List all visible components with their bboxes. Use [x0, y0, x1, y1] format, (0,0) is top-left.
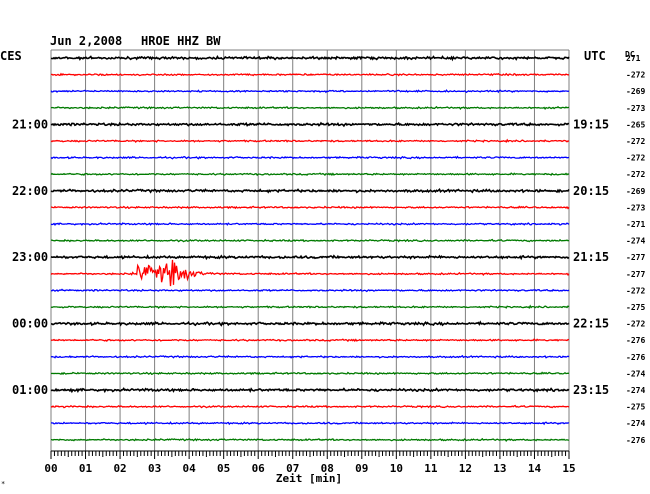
corner-marker: * — [1, 480, 6, 488]
x-tick-label: 02 — [113, 462, 126, 475]
x-tick-label: 05 — [217, 462, 230, 475]
right-hour-label: 22:15 — [573, 317, 609, 331]
station-label: HROE HHZ BW — [141, 34, 221, 48]
dc-offset-label: 271 — [626, 54, 641, 63]
trace-row-17 — [50, 338, 570, 343]
row-labels: 21:00 22:00 23:00 00:00 01:00 19:15 20:15 21:15… — [12, 54, 645, 445]
left-hour-label: 23:00 — [12, 250, 48, 264]
x-tick-label: 06 — [252, 462, 266, 475]
trace-row-14 — [50, 288, 570, 293]
dc-offset-label: -273 — [626, 104, 645, 113]
x-tick-label: 07 — [286, 462, 299, 475]
trace-row-1 — [50, 72, 569, 77]
dc-offset-label: -272 — [626, 154, 645, 163]
trace-row-4 — [50, 121, 570, 128]
trace-row-6 — [50, 155, 570, 160]
trace-row-22 — [50, 421, 570, 426]
right-hour-label: 20:15 — [573, 184, 609, 198]
left-hour-label: 22:00 — [12, 184, 48, 198]
right-hour-label: 19:15 — [573, 117, 609, 131]
dc-offset-label: -269 — [626, 187, 645, 196]
x-tick-label: 13 — [493, 462, 506, 475]
trace-row-16 — [51, 320, 570, 327]
date-label: Jun 2,2008 — [50, 34, 122, 48]
trace-row-18 — [50, 354, 570, 359]
x-tick-label: 01 — [79, 462, 93, 475]
dc-offset-label: -272 — [626, 71, 645, 80]
trace-row-23 — [50, 437, 569, 442]
right-hour-label: 23:15 — [573, 383, 609, 397]
dc-offset-label: -275 — [626, 403, 645, 412]
trace-row-10 — [50, 222, 570, 226]
dc-header-label: DC — [625, 50, 635, 59]
left-hour-label: 01:00 — [12, 383, 48, 397]
dc-offset-label: -273 — [626, 203, 645, 212]
left-hour-label: 00:00 — [12, 317, 48, 331]
dc-offset-label: -272 — [626, 320, 645, 329]
trace-row-8 — [50, 188, 570, 194]
dc-offset-label: -272 — [626, 137, 645, 146]
x-tick-label: 00 — [44, 462, 57, 475]
dc-offset-label: -272 — [626, 286, 645, 295]
x-tick-label: 03 — [148, 462, 161, 475]
trace-row-13 — [50, 259, 570, 287]
x-tick-label: 15 — [562, 462, 575, 475]
trace-row-9 — [50, 205, 570, 210]
left-timezone-label: CES — [0, 49, 22, 63]
trace-row-19 — [50, 371, 570, 376]
dc-offset-label: -271 — [626, 220, 645, 229]
x-tick-label: 10 — [390, 462, 403, 475]
trace-row-21 — [50, 404, 570, 409]
trace-row-2 — [50, 89, 570, 94]
trace-row-0 — [50, 54, 570, 62]
dc-offset-label: -276 — [626, 436, 645, 445]
grid — [50, 49, 570, 451]
dc-offset-label: -274 — [626, 237, 645, 246]
trace-row-15 — [50, 304, 570, 309]
dc-offset-label: -277 — [626, 270, 645, 279]
dc-offset-label: -272 — [626, 170, 645, 179]
x-tick-label: 08 — [321, 462, 334, 475]
dc-offset-label: -275 — [626, 303, 645, 312]
trace-row-7 — [50, 172, 570, 177]
x-tick-label: 04 — [183, 462, 197, 475]
dc-offset-label: -274 — [626, 419, 645, 428]
dc-offset-label: -277 — [626, 253, 645, 262]
x-tick-label: 09 — [355, 462, 368, 475]
trace-row-5 — [50, 138, 570, 143]
left-hour-label: 21:00 — [12, 117, 48, 131]
x-tick-label: 12 — [459, 462, 472, 475]
x-axis: 00 01 02 03 04 05 06 07 08 09 10 11 12 13 14 15 — [44, 450, 576, 475]
trace-row-11 — [50, 238, 570, 243]
dc-offset-label: -276 — [626, 336, 645, 345]
x-axis-title: Zeit [min] — [276, 472, 342, 485]
trace-row-3 — [50, 105, 570, 110]
dc-offset-label: -274 — [626, 369, 645, 378]
trace-row-20 — [50, 387, 570, 394]
x-tick-label: 11 — [424, 462, 438, 475]
dc-offset-label: -269 — [626, 87, 645, 96]
dc-offset-label: -265 — [626, 120, 645, 129]
traces — [50, 54, 570, 442]
x-tick-label: 14 — [528, 462, 542, 475]
dc-offset-label: -274 — [626, 386, 645, 395]
dc-offset-label: -276 — [626, 353, 645, 362]
trace-row-12 — [50, 254, 570, 261]
right-hour-label: 21:15 — [573, 250, 609, 264]
right-timezone-label: UTC — [584, 49, 606, 63]
